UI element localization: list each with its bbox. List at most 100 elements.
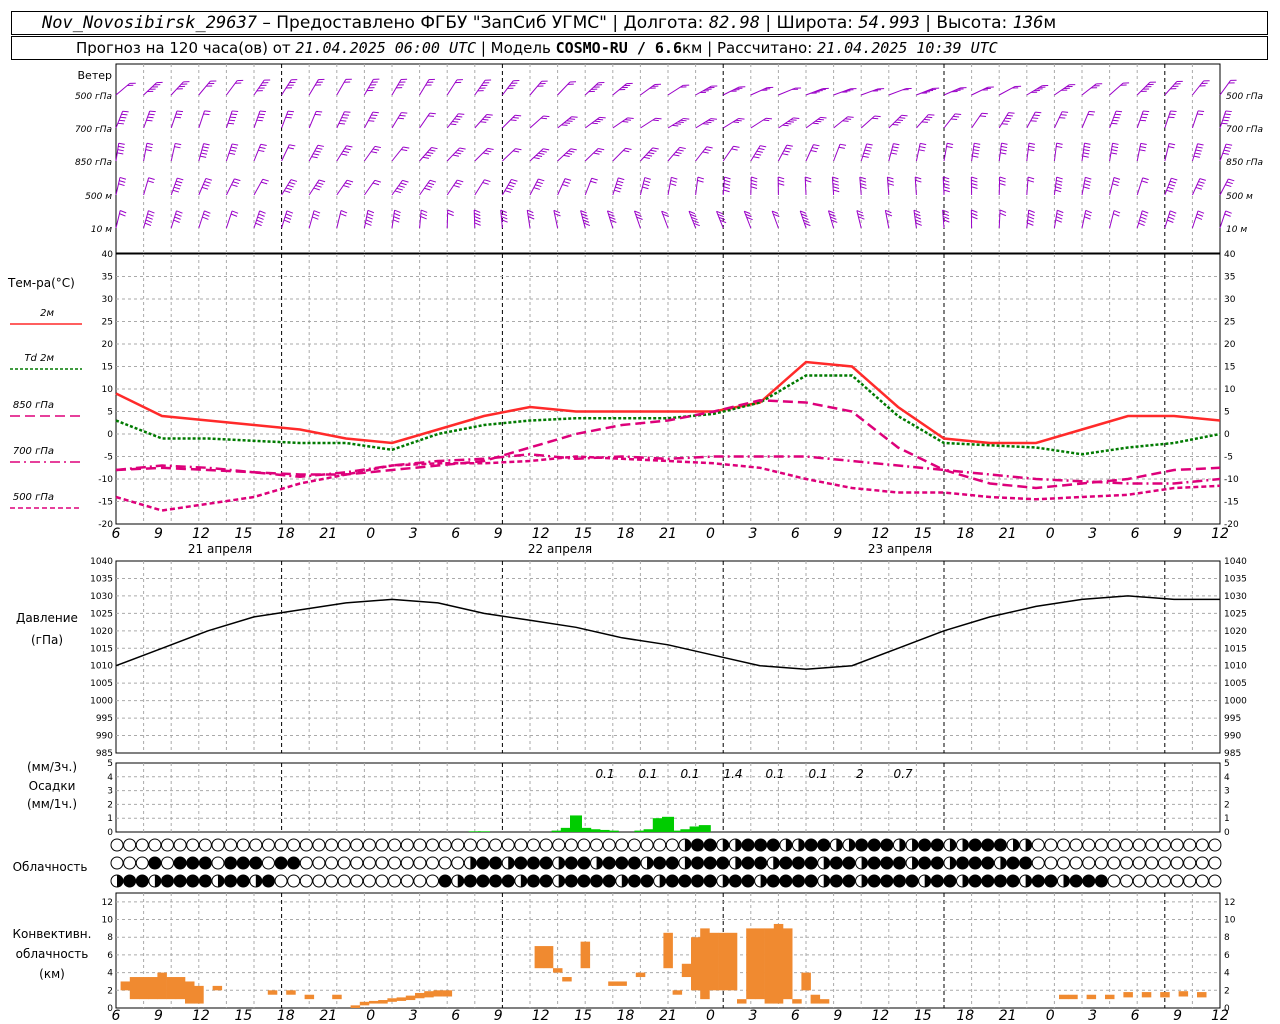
wind-barb-feather — [778, 183, 785, 186]
hour-label: 18 — [617, 526, 635, 542]
wind-barb-feather — [1224, 113, 1231, 116]
conv-bar — [672, 990, 683, 995]
cloud-symbol — [539, 838, 553, 852]
hour-label: 12 — [871, 1008, 889, 1024]
wind-barb-feather — [487, 147, 494, 151]
precip-bar — [689, 826, 702, 832]
conv-bar — [212, 985, 223, 991]
date-label: 22 апреля — [528, 542, 592, 556]
wind-barb-feather — [342, 150, 350, 153]
wind-barb-feather — [346, 145, 353, 148]
wind-barb — [1164, 178, 1172, 196]
conv-tick-right: 4 — [1224, 969, 1230, 979]
wind-barb-feather — [452, 154, 460, 157]
wind-barb-feather — [543, 115, 550, 118]
wind-barb-feather — [971, 209, 978, 213]
model-unit: км — [682, 39, 703, 57]
hour-label: 18 — [956, 526, 974, 542]
wind-barb-feather — [312, 216, 319, 220]
wind-barb-feather — [315, 184, 322, 188]
wind-barb — [115, 177, 121, 196]
cloud-symbol — [476, 838, 490, 852]
hour-label: 21 — [319, 1008, 337, 1024]
wind-barb-feather — [205, 177, 213, 181]
wind-barb-feather — [346, 179, 354, 183]
cloud-symbol — [539, 874, 553, 888]
wind-barb-feather — [1198, 181, 1205, 184]
wind-barb-feather — [1223, 116, 1230, 119]
cloud-symbol-half — [117, 875, 123, 887]
pressure-tick-right: 985 — [1224, 749, 1241, 759]
cloud-symbol — [766, 838, 780, 852]
wind-barb-feather — [644, 177, 651, 180]
legend-label: 850 гПа — [13, 400, 54, 411]
wind-barb-feather — [374, 179, 381, 183]
cloud-symbol — [1145, 856, 1159, 870]
wind-barb-feather — [758, 147, 765, 151]
conv-bar — [396, 997, 407, 1001]
wind-barb-feather — [1110, 152, 1118, 155]
cloud-symbol-half — [520, 875, 527, 887]
cloud-symbol — [325, 874, 339, 888]
precip-total: 0.1 — [680, 767, 699, 781]
wind-barb-feather — [719, 219, 727, 224]
wind-barb-feather — [688, 210, 696, 215]
wind-barb-feather — [260, 143, 267, 146]
wind-barb-feather — [1060, 114, 1067, 116]
wind-barb — [716, 211, 724, 229]
wind-barb-feather — [609, 216, 616, 220]
conv-tick-left: 2 — [107, 986, 113, 996]
cloud-symbol — [249, 856, 263, 870]
wind-barb-feather — [674, 123, 682, 125]
wind-barb-feather — [145, 149, 152, 152]
wind-barb-feather — [765, 117, 772, 120]
wind-barb-feather — [842, 120, 849, 122]
cloud-symbol — [804, 838, 818, 852]
temp-tick-right: -10 — [1224, 475, 1239, 485]
wind-barb-feather — [838, 146, 845, 149]
wind-barb-feather — [457, 179, 464, 183]
wind-barb-feather — [174, 216, 181, 220]
pressure-tick-right: 1035 — [1224, 574, 1247, 584]
wind-barb-feather — [1197, 210, 1205, 214]
precip-total: 0.1 — [808, 767, 827, 781]
conv-bar — [1086, 994, 1097, 1000]
cloud-symbol-half — [760, 875, 767, 887]
wind-barb — [1026, 177, 1029, 196]
wind-barb-feather — [316, 110, 323, 113]
conv-bar — [267, 990, 278, 995]
cloud-symbol — [451, 838, 465, 852]
cloud-symbol — [1157, 838, 1171, 852]
conv-bar — [534, 946, 545, 969]
cloud-symbol — [665, 874, 679, 888]
wind-barb-feather — [1228, 178, 1235, 182]
wind-barb-feather — [679, 146, 686, 150]
wind-barb — [799, 210, 807, 229]
cloud-symbol — [981, 874, 995, 888]
wind-barb-feather — [618, 177, 625, 181]
wind-barb-feather — [733, 145, 740, 148]
cloud-symbol-half — [912, 857, 919, 869]
conv-bar — [369, 1000, 379, 1004]
hour-label: 15 — [574, 1008, 592, 1024]
wind-barb-feather — [372, 111, 379, 114]
cloud-symbol — [274, 838, 288, 852]
wind-barb-feather — [943, 186, 950, 190]
wind-barb-feather — [289, 144, 296, 147]
wind-barb-feather — [801, 213, 808, 217]
wind-barb-feather — [1083, 149, 1090, 152]
cloud-symbol — [590, 838, 604, 852]
wind-barb-feather — [203, 213, 210, 217]
wind-barb-feather — [176, 180, 183, 184]
cloud-symbol-half — [823, 857, 830, 869]
conv-bar — [415, 992, 425, 999]
cloud-symbol — [135, 856, 149, 870]
cloud-symbol — [930, 856, 944, 870]
wind-barb-feather — [314, 150, 321, 153]
cloud-symbol — [110, 856, 124, 870]
conv-tick-left: 0 — [107, 1004, 113, 1014]
wind-barb-feather — [396, 187, 403, 191]
wind-barb-feather — [174, 146, 181, 149]
wind-barb-feather — [484, 179, 491, 183]
cloud-symbol — [829, 856, 843, 870]
